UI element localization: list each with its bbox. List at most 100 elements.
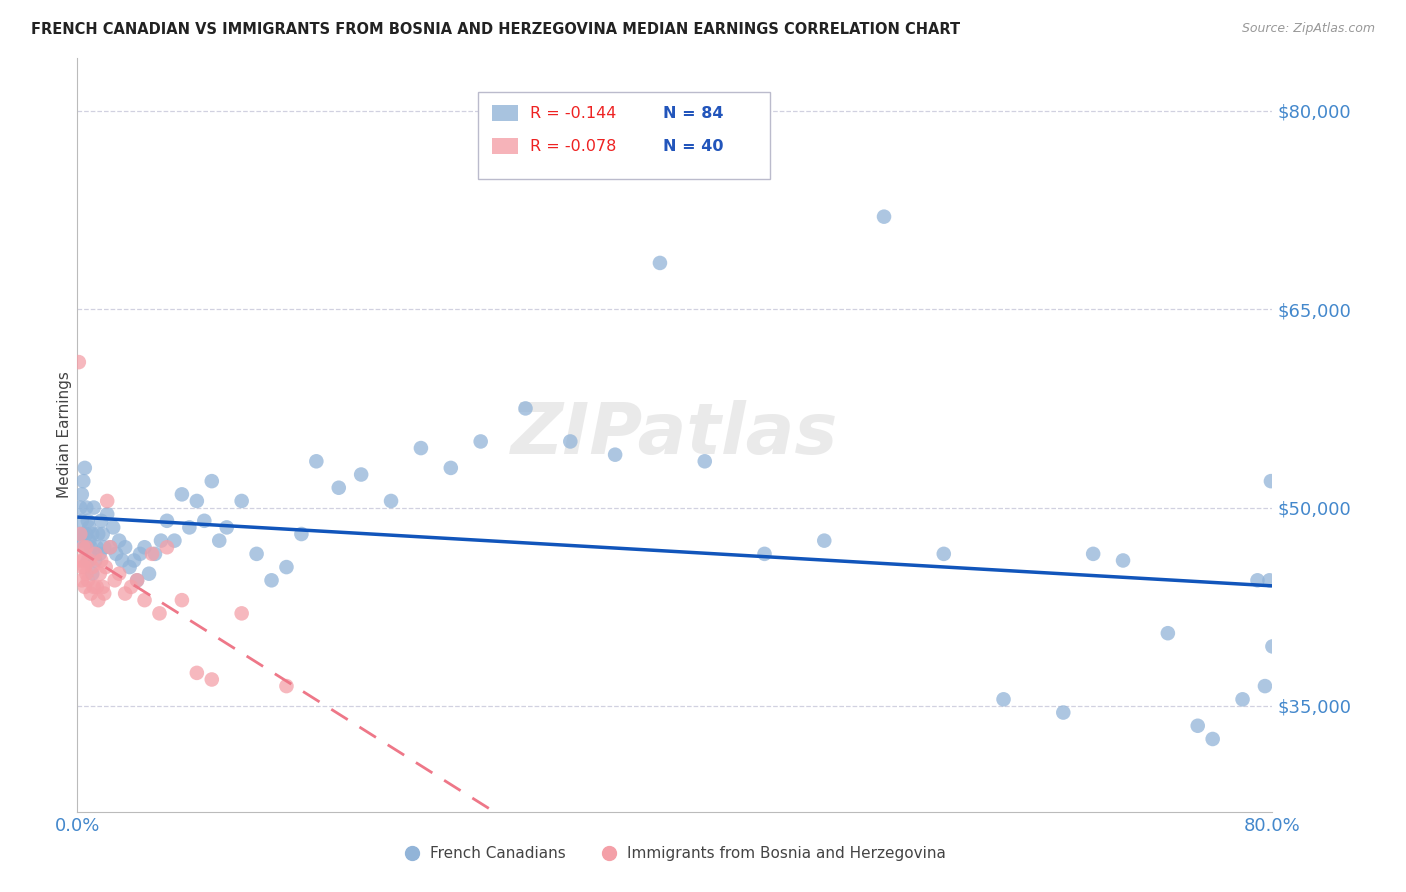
Point [693,454,716,468]
Point [215,520,238,534]
Point [1052,706,1074,720]
Point [67,355,90,369]
Point [72,553,94,567]
Point [138,566,160,581]
Bar [492,104,519,121]
Point [143,547,166,561]
Point [73,461,96,475]
Point [470,434,492,449]
Point [87,593,110,607]
Point [87,527,110,541]
Point [141,547,163,561]
Point [305,454,328,468]
Point [276,560,298,574]
Point [93,586,115,600]
Point [201,474,224,488]
Point [163,533,186,548]
Point [90,514,112,528]
Point [186,494,208,508]
Point [96,494,118,508]
Point [73,560,96,574]
Point [156,541,179,555]
Point [560,434,582,449]
Point [648,256,671,270]
Point [873,210,896,224]
Point [193,514,215,528]
Point [1157,626,1180,640]
Point [1254,679,1277,693]
Text: N = 84: N = 84 [664,105,724,120]
Point [134,593,156,607]
Point [98,541,121,555]
Point [69,553,91,567]
Point [108,533,131,548]
Point [170,593,193,607]
Point [89,566,111,581]
Point [120,580,142,594]
Point [1112,553,1135,567]
Point [70,514,93,528]
Point [170,487,193,501]
Point [75,566,97,581]
Point [179,520,201,534]
Point [1258,574,1281,588]
Point [290,527,312,541]
Point [75,541,97,555]
Point [150,533,173,548]
Point [108,566,131,581]
Point [246,547,269,561]
Point [75,527,97,541]
Text: Source: ZipAtlas.com: Source: ZipAtlas.com [1241,22,1375,36]
Point [73,580,96,594]
Point [440,461,463,475]
Point [82,527,104,541]
Point [70,560,93,574]
Point [80,541,103,555]
Point [276,679,298,693]
Point [79,533,101,548]
Point [1187,719,1209,733]
Point [1083,547,1105,561]
Point [231,607,253,621]
Point [1261,640,1284,654]
Point [76,553,98,567]
Point [72,541,94,555]
Point [94,560,117,574]
Point [127,574,149,588]
Point [82,566,104,581]
Point [91,580,114,594]
Point [1246,574,1268,588]
Point [79,553,101,567]
Point [73,541,96,555]
Point [93,541,115,555]
Point [83,580,105,594]
Y-axis label: Median Earnings: Median Earnings [56,371,72,499]
Point [350,467,373,482]
Text: FRENCH CANADIAN VS IMMIGRANTS FROM BOSNIA AND HERZEGOVINA MEDIAN EARNINGS CORREL: FRENCH CANADIAN VS IMMIGRANTS FROM BOSNI… [31,22,960,37]
Point [260,574,283,588]
Point [231,494,253,508]
FancyBboxPatch shape [478,92,770,178]
Point [515,401,537,416]
Point [89,547,111,561]
Point [86,580,108,594]
Text: Immigrants from Bosnia and Herzegovina: Immigrants from Bosnia and Herzegovina [627,846,946,861]
Point [98,541,121,555]
Point [409,441,432,455]
Point [111,553,134,567]
Point [76,574,98,588]
Point [186,665,208,680]
Text: ZIPatlas: ZIPatlas [512,401,838,469]
Point [105,547,128,561]
Point [134,541,156,555]
Point [605,448,627,462]
Point [75,500,97,515]
Point [118,560,141,574]
Point [83,500,105,515]
Point [328,481,350,495]
Point [114,586,136,600]
Point [70,574,93,588]
Point [79,520,101,534]
Text: R = -0.078: R = -0.078 [530,138,617,153]
Point [208,533,231,548]
